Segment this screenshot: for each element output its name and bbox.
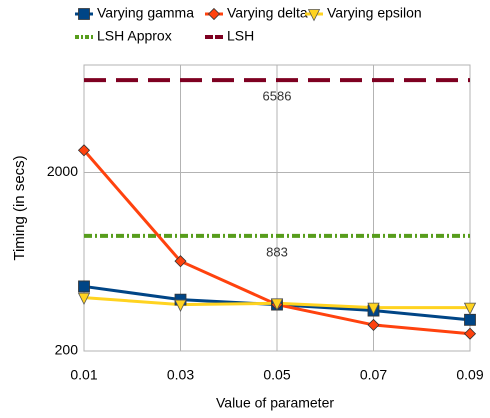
legend-marker [78, 8, 90, 20]
legend-label: Varying epsilon [327, 5, 422, 21]
x-tick-label: 0.05 [263, 367, 290, 383]
data-point [463, 302, 477, 316]
data-point [270, 298, 284, 311]
plot-frame [83, 64, 471, 352]
x-tick-label: 0.03 [167, 367, 194, 383]
x-tick-label: 0.09 [456, 367, 483, 383]
data-point [174, 255, 187, 268]
data-point [464, 313, 476, 326]
data-point [174, 299, 187, 312]
data-point [367, 302, 380, 316]
data-point [77, 292, 91, 306]
reference-label: 6586 [263, 89, 292, 104]
y-tick-label: 200 [55, 342, 79, 358]
legend-label: Varying delta [227, 5, 308, 21]
y-axis-label: Timing (in secs) [11, 155, 28, 260]
legend-label: LSH Approx [97, 28, 172, 44]
data-point [78, 280, 90, 293]
legend-marker [307, 9, 321, 22]
data-point [367, 318, 380, 331]
reference-label: 883 [266, 244, 288, 259]
x-tick-label: 0.01 [70, 367, 97, 383]
data-point [77, 144, 91, 157]
y-tick-label: 2000 [47, 163, 78, 179]
x-tick-label: 0.07 [360, 367, 387, 383]
x-axis-label: Value of parameter [216, 395, 334, 411]
legend-label: Varying gamma [97, 5, 194, 21]
legend-label: LSH [227, 28, 254, 44]
legend-marker [207, 7, 221, 21]
data-point [463, 327, 477, 340]
